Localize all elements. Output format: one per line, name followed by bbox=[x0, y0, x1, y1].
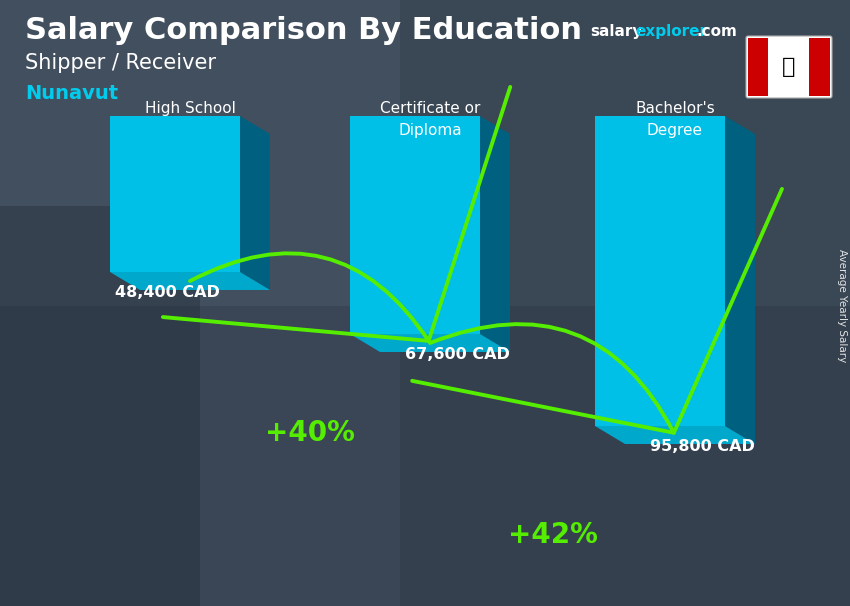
Text: .com: .com bbox=[697, 24, 738, 39]
Text: 67,600 CAD: 67,600 CAD bbox=[405, 347, 510, 362]
Text: Salary Comparison By Education: Salary Comparison By Education bbox=[25, 16, 582, 45]
Bar bbox=[809, 38, 830, 96]
Polygon shape bbox=[595, 116, 725, 426]
Text: +40%: +40% bbox=[265, 419, 355, 447]
Bar bbox=[0, 206, 200, 606]
Bar bbox=[748, 38, 768, 96]
Bar bbox=[0, 0, 850, 306]
Polygon shape bbox=[240, 116, 270, 290]
Polygon shape bbox=[110, 272, 270, 290]
FancyBboxPatch shape bbox=[746, 36, 832, 98]
Text: explorer: explorer bbox=[635, 24, 707, 39]
Polygon shape bbox=[480, 116, 510, 352]
Text: 95,800 CAD: 95,800 CAD bbox=[650, 439, 755, 454]
Text: 48,400 CAD: 48,400 CAD bbox=[115, 285, 220, 300]
Text: High School: High School bbox=[144, 101, 235, 116]
Polygon shape bbox=[350, 116, 480, 334]
Polygon shape bbox=[595, 426, 755, 444]
Text: Average Yearly Salary: Average Yearly Salary bbox=[837, 250, 847, 362]
Bar bbox=[400, 0, 850, 606]
Polygon shape bbox=[350, 334, 510, 352]
Text: Bachelor's
Degree: Bachelor's Degree bbox=[635, 101, 715, 138]
Polygon shape bbox=[110, 116, 240, 272]
Text: 🍁: 🍁 bbox=[782, 57, 796, 77]
Polygon shape bbox=[725, 116, 755, 444]
Text: Shipper / Receiver: Shipper / Receiver bbox=[25, 53, 216, 73]
Text: +42%: +42% bbox=[507, 521, 598, 549]
Text: salary: salary bbox=[590, 24, 643, 39]
Text: Nunavut: Nunavut bbox=[25, 84, 118, 103]
Text: Certificate or
Diploma: Certificate or Diploma bbox=[380, 101, 480, 138]
